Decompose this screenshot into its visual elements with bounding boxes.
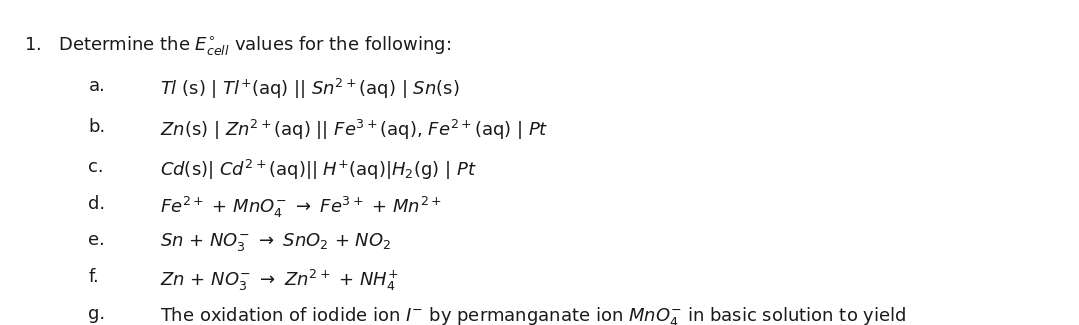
Text: a.: a.: [88, 77, 106, 95]
Text: 1.   Determine the $E^{\circ}_{cell}$ values for the following:: 1. Determine the $E^{\circ}_{cell}$ valu…: [24, 34, 451, 57]
Text: $Fe^{2+}$ + $MnO_4^{-}$ $\rightarrow$ $Fe^{3+}$ + $Mn^{2+}$: $Fe^{2+}$ + $MnO_4^{-}$ $\rightarrow$ $F…: [160, 195, 441, 220]
Text: $Tl$ (s) | $Tl^{+}$(aq) || $Sn^{2+}$(aq) | $Sn$(s): $Tl$ (s) | $Tl^{+}$(aq) || $Sn^{2+}$(aq)…: [160, 77, 460, 101]
Text: g.: g.: [88, 305, 106, 323]
Text: f.: f.: [88, 268, 99, 286]
Text: b.: b.: [88, 118, 106, 136]
Text: The oxidation of iodide ion $I^{-}$ by permanganate ion $MnO_4^{-}$ in basic sol: The oxidation of iodide ion $I^{-}$ by p…: [160, 305, 906, 325]
Text: $Sn$ + $NO_3^{-}$ $\rightarrow$ $SnO_2$ + $NO_2$: $Sn$ + $NO_3^{-}$ $\rightarrow$ $SnO_2$ …: [160, 231, 391, 254]
Text: $Zn$ + $NO_3^{-}$ $\rightarrow$ $Zn^{2+}$ + $NH_4^{+}$: $Zn$ + $NO_3^{-}$ $\rightarrow$ $Zn^{2+}…: [160, 268, 398, 293]
Text: d.: d.: [88, 195, 106, 213]
Text: c.: c.: [88, 158, 104, 176]
Text: $Cd$(s)| $Cd^{2+}$(aq)|| $H^{+}$(aq)|$H_2$(g) | $Pt$: $Cd$(s)| $Cd^{2+}$(aq)|| $H^{+}$(aq)|$H_…: [160, 158, 477, 182]
Text: e.: e.: [88, 231, 106, 249]
Text: $Zn$(s) | $Zn^{2+}$(aq) || $Fe^{3+}$(aq), $Fe^{2+}$(aq) | $Pt$: $Zn$(s) | $Zn^{2+}$(aq) || $Fe^{3+}$(aq)…: [160, 118, 548, 142]
